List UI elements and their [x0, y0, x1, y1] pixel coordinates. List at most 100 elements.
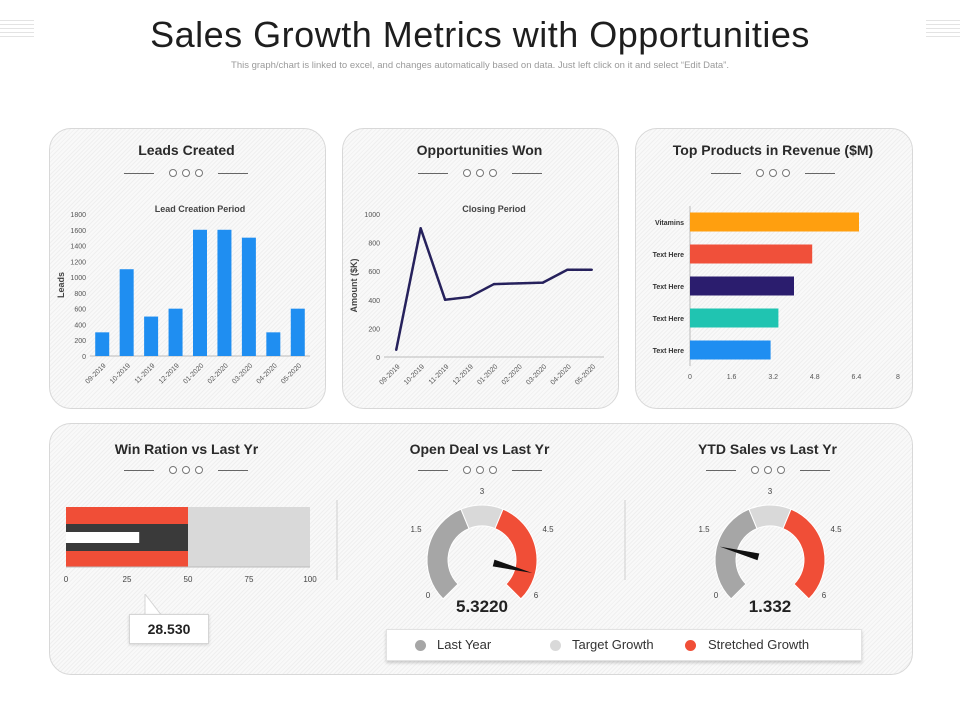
ytd-gauge-value: 1.332 [749, 597, 792, 616]
opps-x-tick-8: 05-2020 [574, 363, 597, 386]
leads-y-tick-0: 0 [82, 354, 86, 361]
opportunities-title: Opportunities Won [416, 142, 543, 158]
products-x-tick-5: 8 [896, 374, 900, 381]
opps-y-tick-0: 0 [376, 355, 380, 362]
opps-series-line [394, 227, 592, 351]
opps-x-tick-0: 09-2019 [379, 363, 402, 386]
opps-point-1 [419, 227, 422, 230]
leads-x-tick-3: 12-2019 [158, 362, 181, 385]
win-divider [124, 465, 248, 475]
ytd-gauge-tick-2: 3 [768, 487, 773, 496]
leads-bar-5 [217, 229, 232, 356]
products-bar-2 [690, 276, 794, 296]
win-x-tick-0: 0 [64, 575, 69, 584]
open-deal-title: Open Deal vs Last Yr [409, 441, 550, 457]
open-deal-gauge-band-2 [494, 508, 538, 600]
opps-point-5 [517, 282, 520, 285]
leads-x-tick-6: 03-2020 [231, 362, 254, 385]
opps-y-tick-5: 1000 [364, 212, 380, 219]
leads-y-tick-5: 1000 [70, 275, 86, 282]
opps-x-tick-6: 03-2020 [525, 363, 548, 386]
opps-chart-title: Closing Period [462, 204, 526, 214]
opps-x-tick-7: 04-2020 [550, 363, 573, 386]
leads-bar-8 [290, 308, 305, 356]
leads-y-tick-2: 400 [74, 322, 86, 329]
products-bar-3 [690, 308, 779, 328]
products-x-tick-4: 6.4 [852, 374, 862, 381]
products-category-3: Text Here [653, 316, 684, 323]
products-category-1: Text Here [653, 252, 684, 259]
open-deal-gauge-tick-2: 3 [480, 487, 485, 496]
opps-point-2 [443, 298, 447, 301]
win-x-tick-4: 100 [303, 575, 317, 584]
opps-y-tick-2: 400 [368, 298, 380, 305]
legend-dot-stretched-growth [685, 640, 696, 651]
ytd-gauge-tick-4: 6 [822, 591, 827, 600]
leads-y-tick-1: 200 [74, 338, 86, 345]
ytd-gauge-tick-1: 1.5 [698, 525, 710, 534]
ytd-gauge-needle [719, 546, 760, 561]
opps-point-3 [468, 295, 471, 299]
open-deal-gauge-tick-0: 0 [426, 591, 431, 600]
leads-bar-1 [119, 269, 134, 356]
products-x-tick-2: 3.2 [768, 374, 778, 381]
opps-y-tick-4: 800 [368, 241, 380, 248]
decor-lines-left [0, 20, 34, 40]
open-deal-gauge-tick-3: 4.5 [542, 525, 554, 534]
leads-x-tick-2: 11-2019 [134, 362, 157, 385]
page-subtitle: This graph/chart is linked to excel, and… [231, 60, 729, 71]
opps-point-7 [566, 268, 569, 271]
products-category-0: Vitamins [655, 220, 684, 227]
leads-bar-3 [168, 308, 183, 356]
products-bar-0 [690, 212, 859, 232]
products-x-tick-0: 0 [688, 374, 692, 381]
leads-bar-7 [266, 332, 281, 356]
leads-y-tick-7: 1400 [70, 244, 86, 251]
ytd-gauge-tick-3: 4.5 [830, 525, 842, 534]
opps-point-8 [590, 268, 593, 271]
products-x-tick-1: 1.6 [727, 374, 737, 381]
opps-y-tick-1: 200 [368, 326, 380, 333]
win-ratio-callout: 28.530 [129, 614, 209, 644]
decor-lines-right [926, 20, 960, 40]
ytd-gauge-band-2 [782, 508, 826, 600]
win-actual-bar [66, 532, 140, 543]
open-deal-gauge-value: 5.3220 [456, 597, 508, 616]
ytd-gauge-tick-0: 0 [714, 591, 719, 600]
leads-x-tick-8: 05-2020 [280, 362, 303, 385]
leads-y-tick-9: 1800 [70, 212, 86, 219]
opps-x-tick-2: 11-2019 [428, 363, 451, 386]
leads-chart-title: Lead Creation Period [155, 204, 246, 214]
leads-x-tick-0: 09-2019 [85, 362, 108, 385]
products-divider [711, 168, 835, 178]
leads-y-axis-label: Leads [56, 272, 66, 298]
leads-x-tick-7: 04-2020 [256, 362, 279, 385]
win-x-tick-1: 25 [123, 575, 132, 584]
products-category-4: Text Here [653, 348, 684, 355]
products-category-2: Text Here [653, 284, 684, 291]
products-bar-1 [690, 244, 813, 264]
open-deal-gauge-needle [492, 559, 533, 574]
win-x-tick-2: 50 [184, 575, 193, 584]
opps-x-tick-3: 12-2019 [452, 363, 475, 386]
opportunities-divider [418, 168, 542, 178]
open-deal-divider [418, 465, 542, 475]
opps-x-tick-5: 02-2020 [501, 363, 524, 386]
opps-x-tick-4: 01-2020 [476, 363, 499, 386]
leads-y-tick-4: 800 [74, 291, 86, 298]
opps-point-4 [492, 282, 496, 286]
leads-x-tick-1: 10-2019 [109, 362, 132, 385]
legend-label-last-year: Last Year [437, 637, 492, 652]
legend: Last Year Target Growth Stretched Growth [386, 629, 862, 661]
ytd-divider [706, 465, 830, 475]
leads-y-tick-8: 1600 [70, 228, 86, 235]
open-deal-gauge-band-0 [426, 508, 470, 600]
legend-dot-last-year [415, 640, 426, 651]
leads-x-tick-5: 02-2020 [207, 362, 230, 385]
leads-bar-4 [193, 229, 207, 356]
leads-bar-0 [95, 332, 110, 356]
leads-bar-2 [144, 316, 159, 356]
opps-point-0 [395, 348, 398, 352]
opps-point-6 [541, 281, 545, 284]
